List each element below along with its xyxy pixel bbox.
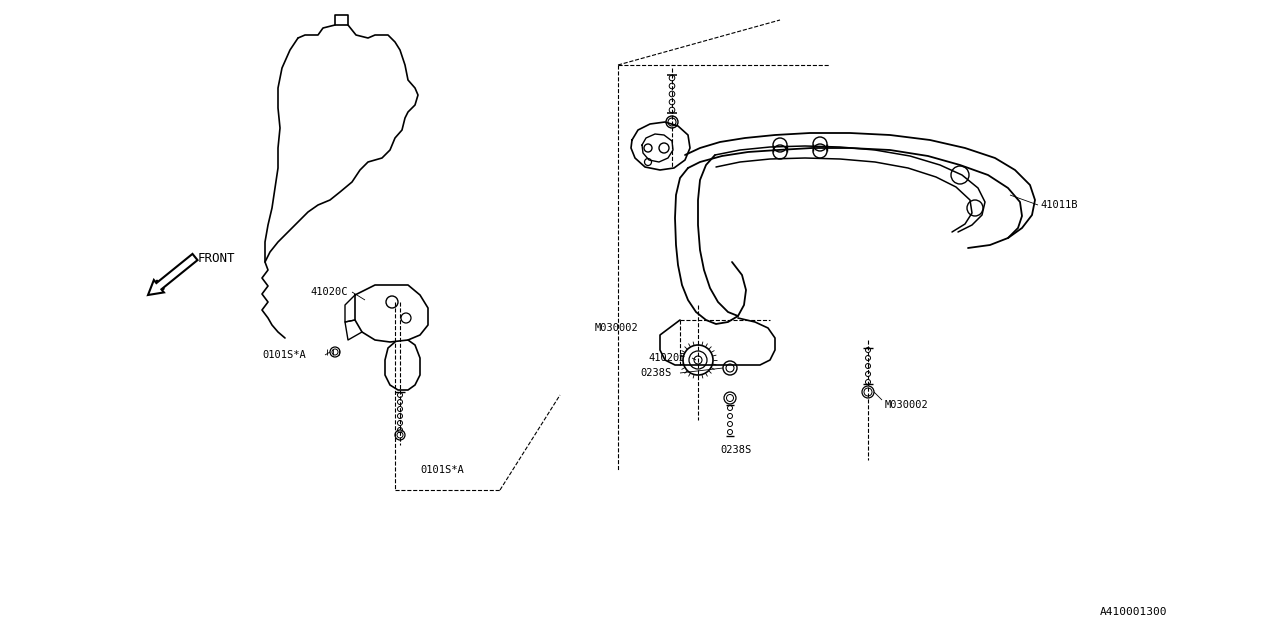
Text: 0238S: 0238S (719, 445, 751, 455)
Text: 0101S*A: 0101S*A (420, 465, 463, 475)
Text: 0238S: 0238S (640, 368, 671, 378)
Text: 41020F: 41020F (648, 353, 686, 363)
Text: FRONT: FRONT (198, 252, 236, 264)
Text: 41011B: 41011B (1039, 200, 1078, 210)
Text: M030002: M030002 (884, 400, 929, 410)
Text: 41020C: 41020C (310, 287, 347, 297)
Text: A410001300: A410001300 (1100, 607, 1167, 617)
Text: 0101S*A: 0101S*A (262, 350, 306, 360)
Polygon shape (148, 254, 197, 295)
Text: M030002: M030002 (595, 323, 639, 333)
